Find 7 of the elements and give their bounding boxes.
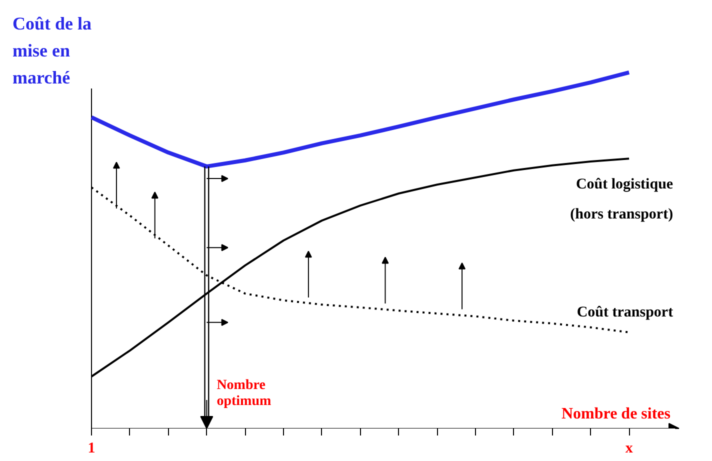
x-axis-title: Nombre de sites <box>561 406 671 422</box>
annotation: Nombre optimum <box>216 378 272 409</box>
series-label: Coût logistique (hors transport) <box>570 176 674 223</box>
y-axis-title: Coût de la mise en marché <box>12 13 92 88</box>
x-tick-label: x <box>625 440 634 456</box>
x-tick-label: 1 <box>88 440 96 456</box>
series-label: Coût transport <box>576 304 674 320</box>
